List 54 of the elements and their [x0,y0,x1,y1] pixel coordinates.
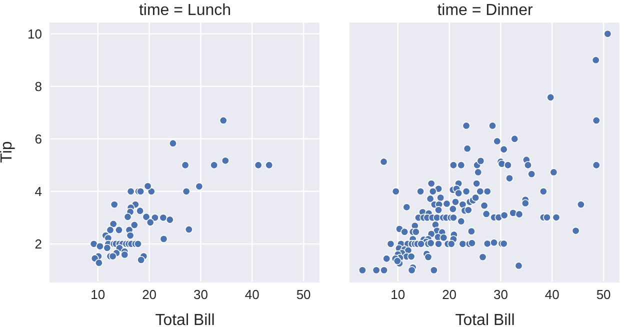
point [134,240,142,248]
point [137,256,146,264]
point [144,182,152,190]
point [126,232,134,240]
point [94,258,103,267]
point [108,252,117,260]
point [126,187,135,196]
point [106,226,114,234]
point [195,182,204,190]
x-tick-label: 40 [544,287,560,302]
x-tick-label: 20 [442,287,457,302]
x-tick-label: 50 [296,287,311,302]
point [160,234,168,243]
x-tick-label: 20 [142,287,157,302]
point [109,220,118,228]
x-tick-label: 10 [90,287,106,302]
point [219,116,228,124]
y-tick-label: 2 [34,236,42,252]
point [110,200,118,209]
point [168,139,177,148]
point [166,216,174,224]
point [210,161,218,170]
point [150,214,159,222]
x-tick-label: 50 [596,287,611,302]
point [103,244,112,252]
x-tick-label: 40 [244,287,260,302]
x-axis-title: Total Bill [155,312,215,327]
y-tick-label: 4 [34,184,42,200]
chart-title: time = Dinner [436,2,534,20]
x-tick-label: 10 [390,287,406,302]
point [96,242,104,250]
point [265,161,274,170]
chart-title: time = Lunch [138,2,232,20]
point [184,225,193,234]
point [90,240,98,248]
y-tick-label: 6 [34,131,42,146]
point [182,187,190,196]
point [120,250,129,259]
point [114,226,123,234]
x-axis-title: Total Bill [455,312,515,327]
x-tick-label: 30 [493,287,508,302]
x-tick-label: 30 [193,287,208,302]
point [130,221,138,230]
y-tick-label: 10 [28,26,42,42]
y-tick-label: 8 [34,78,42,94]
point [124,212,132,221]
point [159,214,168,222]
point [181,161,190,170]
point [254,161,262,170]
point [136,206,144,215]
y-axis-title: Tip [0,141,16,163]
point [146,218,154,226]
point [221,156,230,165]
point [142,212,150,221]
